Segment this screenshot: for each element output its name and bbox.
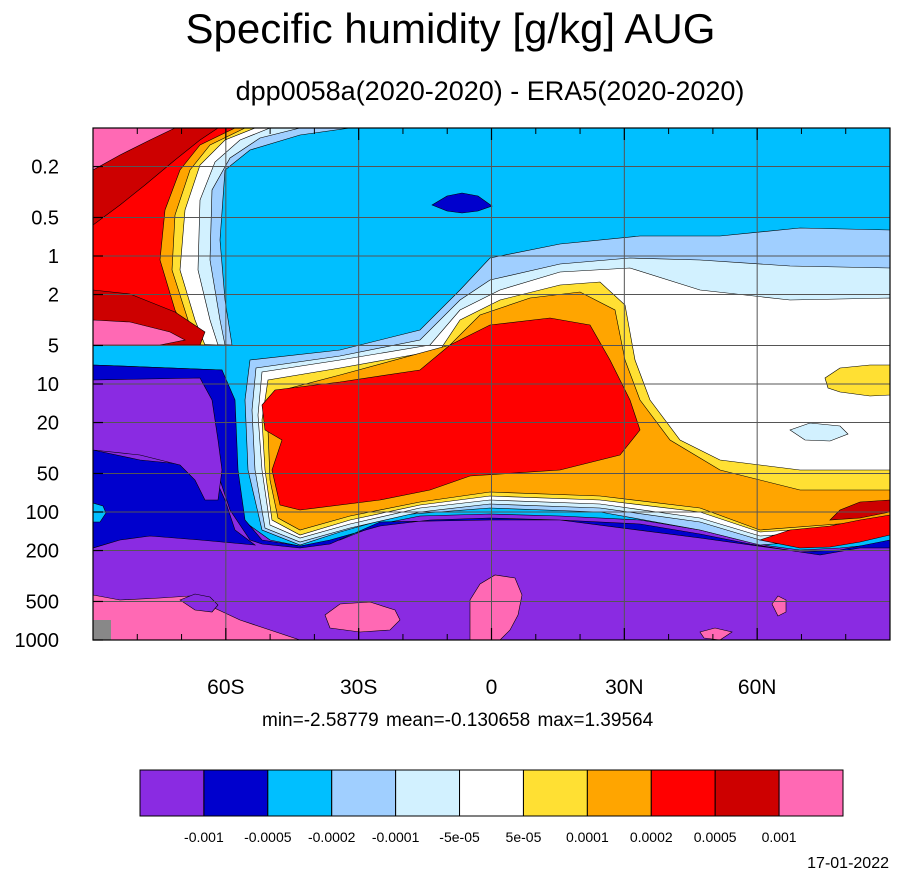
chart-subtitle: dpp0058a(2020-2020) - ERA5(2020-2020) — [235, 76, 745, 106]
colorbar-labels: -0.001 -0.0005 -0.0002 -0.0001 -5e-05 5e-05 0.… — [184, 829, 797, 845]
colorbar-label: -0.0001 — [372, 829, 420, 845]
x-tick-label: 30S — [340, 676, 377, 699]
y-tick-label: 200 — [26, 541, 59, 563]
y-tick-label: 500 — [26, 591, 59, 613]
field-statistics: min=-2.58779 mean=-0.130658 max=1.39564 — [262, 710, 654, 731]
colorbar-label: 5e-05 — [506, 829, 542, 845]
region-south-violet — [93, 377, 223, 501]
x-axis-labels: 60S 30S 0 30N 60N — [207, 676, 776, 699]
colorbar-label: 0.0005 — [694, 829, 737, 845]
colorbar-label: -5e-05 — [439, 829, 480, 845]
colorbar-swatch — [778, 769, 844, 817]
y-tick-label: 20 — [37, 413, 59, 435]
colorbar-swatch — [650, 769, 716, 817]
plot-date: 17-01-2022 — [807, 855, 889, 872]
x-tick-label: 60N — [738, 676, 777, 699]
y-tick-label: 100 — [26, 502, 59, 524]
grid-lines — [93, 128, 890, 640]
x-tick-label: 0 — [486, 676, 498, 699]
y-tick-label: 1 — [48, 246, 59, 268]
y-axis-labels: 0.2 0.5 1 2 5 10 20 50 100 200 500 1000 — [15, 157, 60, 652]
y-tick-label: 5 — [48, 335, 59, 357]
y-tick-label: 10 — [37, 374, 59, 396]
colorbar-swatch — [586, 769, 652, 817]
colorbar-label: -0.001 — [184, 829, 224, 845]
y-tick-label: 2 — [48, 285, 59, 307]
y-tick-label: 0.2 — [31, 157, 59, 179]
colorbar-swatch — [139, 769, 205, 817]
colorbar-swatch — [395, 769, 461, 817]
region-south-violet-knob — [179, 593, 219, 613]
colorbar-label: 0.001 — [762, 829, 797, 845]
y-tick-label: 0.5 — [31, 207, 59, 229]
region-missing — [93, 620, 111, 640]
colorbar-swatch — [203, 769, 269, 817]
x-tick-label: 30N — [605, 676, 644, 699]
region-darkred — [93, 128, 890, 521]
colorbar-swatch — [459, 769, 524, 817]
region-yellow-north — [824, 364, 890, 397]
colorbar-label: -0.0005 — [244, 829, 292, 845]
colorbar-swatch — [522, 769, 588, 817]
colorbar-swatch — [331, 769, 397, 817]
y-tick-label: 1000 — [15, 630, 60, 652]
colorbar-swatch — [267, 769, 333, 817]
contour-field — [93, 128, 890, 640]
colorbar-label: -0.0002 — [308, 829, 356, 845]
chart-title: Specific humidity [g/kg] AUG — [185, 5, 716, 52]
axis-ticks — [93, 128, 847, 641]
y-tick-label: 50 — [37, 463, 59, 485]
colorbar-label: 0.0001 — [566, 829, 609, 845]
colorbar-label: 0.0002 — [630, 829, 673, 845]
x-tick-label: 60S — [207, 676, 244, 699]
colorbar-swatch — [714, 769, 780, 817]
colorbar — [139, 769, 844, 817]
region-pink — [93, 128, 787, 640]
